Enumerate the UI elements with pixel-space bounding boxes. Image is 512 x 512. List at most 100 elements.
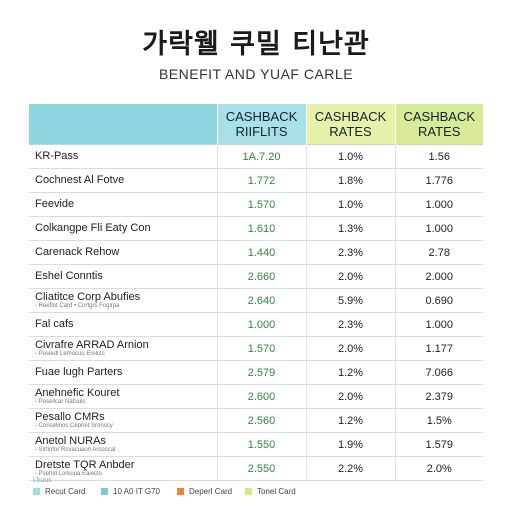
cashback-rate-cell: 2.0%	[305, 264, 395, 289]
row-name: KR-Pass	[35, 150, 79, 162]
row-subtitle: - Reeflot Card • Cortgrs Foglrpa	[35, 302, 120, 309]
cashback-rate-cell: 2.3%	[305, 240, 395, 265]
row-name: Colkangpe Fli Eaty Con	[35, 222, 151, 234]
row-name-cell: Cliatitce Corp Abufies - Reeflot Card • C…	[29, 288, 217, 313]
legend: Lkuus Recut Card 10 A0 IT G70 Deperl Card T…	[33, 477, 493, 496]
table-row: Colkangpe Fli Eaty Con 1.610 1.3% 1.000	[29, 216, 483, 241]
row-name: Pesallo CMRs	[35, 410, 105, 423]
table-row: Civrafre ARRAD Arnion - Posiedl Lemocuu E…	[29, 336, 483, 361]
legend-label: Tonel Card	[257, 487, 296, 496]
table-header-row: CASHBACK RIIFLITS CASHBACK RATES CASHBACK R…	[29, 104, 483, 145]
cashback-rate-cell: 2.3%	[305, 312, 395, 337]
table-row: Cochnest Al Fotve 1.772 1.8% 1.776	[29, 168, 483, 193]
row-name-cell: Cochnest Al Fotve	[29, 168, 217, 193]
cashback-rate-cell: 1.0%	[305, 192, 395, 217]
cashback-rate-cell: 5.9%	[305, 288, 395, 313]
cashback-table: CASHBACK RIIFLITS CASHBACK RATES CASHBACK R…	[29, 104, 483, 481]
cashback-rate-cell: 1.2%	[305, 408, 395, 433]
cashback-riiflits-cell: 1.610	[216, 216, 306, 241]
cashback-rate-cell: 2.2%	[305, 456, 395, 481]
legend-swatch	[177, 488, 184, 495]
table-row: Pesallo CMRs - Conselinos Cepnet Sronscy 2…	[29, 408, 483, 433]
page-subtitle: BENEFIT AND YUAF CARLE	[158, 66, 354, 82]
table-row: KR-Pass 1A.7.20 1.0% 1.56	[29, 144, 483, 169]
cashback-rate-2-cell: 1.000	[394, 192, 483, 217]
cashback-riiflits-cell: 1.570	[216, 192, 306, 217]
row-name-cell: KR-Pass	[29, 144, 217, 169]
legend-item: Deperl Card	[177, 487, 245, 496]
cashback-riiflits-cell: 1A.7.20	[216, 144, 306, 169]
row-name: Civrafre ARRAD Arnion	[35, 338, 149, 351]
cashback-riiflits-cell: 2.560	[216, 408, 306, 433]
cashback-rate-2-cell: 1.5%	[394, 408, 483, 433]
cashback-rate-cell: 1.2%	[305, 360, 395, 385]
legend-label: Deperl Card	[189, 487, 233, 496]
row-name-cell: Fuae lugh Parters	[29, 360, 217, 385]
cashback-rate-cell: 1.0%	[305, 144, 395, 169]
cashback-riiflits-cell: 2.600	[216, 384, 306, 409]
cashback-rate-2-cell: 2.000	[394, 264, 483, 289]
header-cashback-riiflits: CASHBACK RIIFLITS	[216, 104, 306, 145]
cashback-riiflits-cell: 1.550	[216, 432, 306, 457]
cashback-riiflits-cell: 1.772	[216, 168, 306, 193]
table-row: Carenack Rehow 1.440 2.3% 2.78	[29, 240, 483, 265]
table-row: Fal cafs 1.000 2.3% 1.000	[29, 312, 483, 337]
row-subtitle: - Sirtinfor Rsvacuaon Arsoscal	[35, 446, 116, 453]
cashback-riiflits-cell: 2.660	[216, 264, 306, 289]
cashback-rate-2-cell: 2.379	[394, 384, 483, 409]
legend-items: Recut Card 10 A0 IT G70 Deperl Card Tonel C…	[33, 487, 493, 496]
cashback-rate-2-cell: 1.177	[394, 336, 483, 361]
row-name: Fal cafs	[35, 318, 74, 330]
table-body: KR-Pass 1A.7.20 1.0% 1.56 Cochnest Al Fotve 1…	[29, 144, 483, 481]
cashback-rate-2-cell: 1.776	[394, 168, 483, 193]
cashback-riiflits-cell: 1.000	[216, 312, 306, 337]
row-name: Feevide	[35, 198, 75, 210]
row-name-cell: Dretste TQR Anbder - Psehld Lorkuua Eaiec…	[29, 456, 217, 481]
legend-item: Recut Card	[33, 487, 101, 496]
row-name-cell: Anehnefic Kouret - Posellcar Nafuuls	[29, 384, 217, 409]
header-name	[29, 104, 217, 145]
cashback-riiflits-cell: 2.550	[216, 456, 306, 481]
cashback-rate-2-cell: 1.000	[394, 216, 483, 241]
legend-label: 10 A0 IT G70	[113, 487, 160, 496]
table-row: Dretste TQR Anbder - Psehld Lorkuua Eaiec…	[29, 456, 483, 481]
legend-swatch	[101, 488, 108, 495]
legend-swatch	[33, 488, 40, 495]
row-subtitle: - Posiedl Lemocuu Erelcts	[35, 350, 105, 357]
page-title: 가락웰 쿠밀 티난관	[142, 29, 370, 60]
table-row: Feevide 1.570 1.0% 1.000	[29, 192, 483, 217]
cashback-rate-2-cell: 7.066	[394, 360, 483, 385]
row-subtitle: - Posellcar Nafuuls	[35, 398, 86, 405]
cashback-rate-cell: 1.9%	[305, 432, 395, 457]
cashback-rate-cell: 1.8%	[305, 168, 395, 193]
cashback-rate-2-cell: 1.579	[394, 432, 483, 457]
cashback-riiflits-cell: 2.579	[216, 360, 306, 385]
legend-item: 10 A0 IT G70	[101, 487, 177, 496]
row-subtitle: - Psehld Lorkuua Eaiects	[35, 470, 102, 477]
table-row: Anehnefic Kouret - Posellcar Nafuuls 2.600…	[29, 384, 483, 409]
cashback-rate-cell: 2.0%	[305, 384, 395, 409]
table-row: Fuae lugh Parters 2.579 1.2% 7.066	[29, 360, 483, 385]
legend-title: Lkuus	[33, 477, 52, 484]
cashback-rate-2-cell: 1.000	[394, 312, 483, 337]
row-name-cell: Colkangpe Fli Eaty Con	[29, 216, 217, 241]
header-cashback-rates-1: CASHBACK RATES	[305, 104, 395, 145]
row-name: Fuae lugh Parters	[35, 366, 123, 378]
row-name: Eshel Conntis	[35, 270, 103, 282]
legend-item: Tonel Card	[245, 487, 313, 496]
row-name: Anetol NURAs	[35, 434, 106, 447]
cashback-riiflits-cell: 2.640	[216, 288, 306, 313]
table-row: Cliatitce Corp Abufies - Reeflot Card • C…	[29, 288, 483, 313]
row-name: Dretste TQR Anbder	[35, 458, 135, 471]
table-row: Eshel Conntis 2.660 2.0% 2.000	[29, 264, 483, 289]
cashback-rate-cell: 2.0%	[305, 336, 395, 361]
cashback-riiflits-cell: 1.440	[216, 240, 306, 265]
cashback-rate-2-cell: 1.56	[394, 144, 483, 169]
cashback-rate-2-cell: 2.0%	[394, 456, 483, 481]
legend-swatch	[245, 488, 252, 495]
row-name: Cochnest Al Fotve	[35, 174, 125, 186]
header-cashback-rates-2: CASHBACK RATES	[394, 104, 483, 145]
row-name: Cliatitce Corp Abufies	[35, 290, 141, 303]
row-name-cell: Eshel Conntis	[29, 264, 217, 289]
row-name-cell: Civrafre ARRAD Arnion - Posiedl Lemocuu E…	[29, 336, 217, 361]
